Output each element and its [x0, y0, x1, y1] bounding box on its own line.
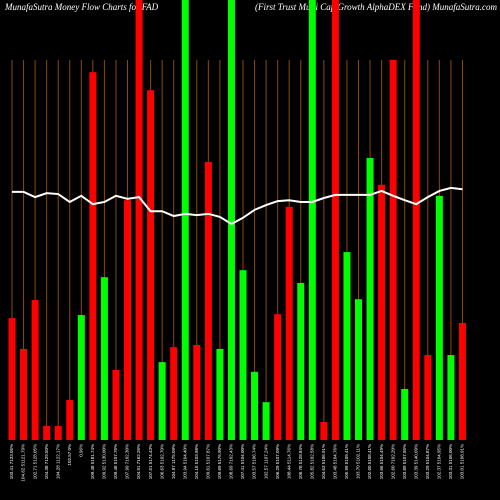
bar — [412, 0, 420, 440]
x-tick-label: 103.94 5104.40% — [182, 444, 187, 479]
bar — [204, 161, 212, 441]
bar — [170, 347, 178, 440]
x-tick-label: 107.99 7102.30% — [125, 444, 130, 479]
bar — [320, 421, 328, 440]
bar — [251, 371, 259, 440]
x-tick-label: 103.41 7133.05% — [9, 444, 14, 479]
x-tick-label: 0.96% — [78, 444, 83, 457]
bar — [378, 184, 386, 440]
bar — [435, 195, 443, 440]
x-tick-label: 109.48 5107.76% — [113, 444, 118, 479]
bar — [401, 388, 409, 440]
bar — [20, 348, 28, 440]
x-tick-label: 105.82 5102.58% — [309, 444, 314, 479]
bar — [274, 314, 282, 440]
x-tick-label: 108.44 5114.76% — [286, 444, 291, 479]
bar — [135, 0, 143, 440]
bar — [424, 355, 432, 440]
bar — [343, 252, 351, 440]
x-tick-label: 104.97 1175.09% — [171, 444, 176, 479]
x-tick-label: 104.16 5103.98% — [194, 444, 199, 479]
bar — [124, 200, 131, 440]
x-tick-label: 104.63 5106.91% — [321, 444, 326, 479]
x-tick-label: 109.92 5130.00% — [102, 444, 107, 479]
money-flow-line — [12, 186, 463, 226]
x-tick-label: 106.29 5107.09% — [275, 444, 280, 479]
bar — [308, 0, 316, 440]
x-tick-label: 103.29 5104.87% — [425, 444, 430, 479]
bar — [147, 90, 155, 440]
x-tick-label: 102.60 7102.20% — [390, 444, 395, 479]
bar — [285, 206, 293, 440]
bar — [447, 355, 455, 440]
x-tick-label: 104.91 7162.26% — [136, 444, 141, 479]
bar — [66, 399, 74, 440]
x-tick-label: 103.01 5108.91% — [460, 444, 465, 479]
x-tick-label: 109.61 5107.87% — [206, 444, 211, 479]
bar — [389, 59, 397, 441]
x-tick-label: 108.69 7102.43% — [229, 444, 234, 479]
x-tick-label: 103.89 5107.95% — [402, 444, 407, 479]
bar — [458, 322, 466, 440]
bar — [54, 425, 62, 440]
bar — [181, 0, 189, 440]
x-tick-label: 105.99 5109.41% — [344, 444, 349, 479]
x-tick-label: 106.78 5128.84% — [298, 444, 303, 479]
chart-subtitle: (First Trust Multi Cap Growth AlphaDEX F… — [255, 2, 498, 12]
x-tick-label: 102.57 1107.24% — [263, 444, 268, 479]
x-tick-label: 109.69 5176.90% — [217, 444, 222, 479]
x-tick-label: 104.28 1122.17% — [55, 444, 60, 479]
x-tick-label: 103.31 5106.00% — [448, 444, 453, 479]
x-tick-label: 103.57 5106.74% — [252, 444, 257, 479]
bar — [366, 157, 374, 440]
x-tick-label: 103.70 5102.11% — [356, 444, 361, 479]
bar — [77, 315, 85, 440]
bar — [331, 0, 339, 440]
x-tick-label: 107.51 5174.43% — [148, 444, 153, 479]
bar — [89, 72, 97, 440]
x-tick-label: 103.48 5104.76% — [333, 444, 338, 479]
x-tick-label: 102.71 5128.05% — [32, 444, 37, 479]
bar — [8, 318, 16, 440]
x-tick-label: 106.63 5102.70% — [159, 444, 164, 479]
x-tick-label: 107.41 5104.00% — [240, 444, 245, 479]
x-tick-label: 103.66 5104.49% — [379, 444, 384, 479]
bar — [43, 425, 51, 440]
x-tick-label: 102.60 5108.41% — [367, 444, 372, 479]
x-tick-label: 103.39 5140.09% — [413, 444, 418, 479]
bar — [112, 370, 120, 440]
bar — [158, 362, 166, 440]
bar — [216, 348, 224, 440]
bar — [227, 0, 235, 440]
x-tick-label: 102.57 0% — [67, 444, 72, 466]
x-tick-label: 104.38 7129.50% — [44, 444, 49, 479]
bar — [262, 402, 270, 440]
bar — [31, 300, 39, 440]
bar — [297, 282, 305, 440]
bar — [100, 277, 108, 440]
x-tick-label: 102.37 5104.95% — [437, 444, 442, 479]
bar — [239, 270, 247, 440]
chart-title: MunafaSutra Money Flow Charts for FAD — [4, 2, 159, 12]
x-tick-label: 104.62 51121.79% — [21, 444, 26, 481]
bar — [355, 299, 362, 440]
x-tick-label: 109.48 5181.74% — [90, 444, 95, 479]
bar — [193, 344, 201, 440]
